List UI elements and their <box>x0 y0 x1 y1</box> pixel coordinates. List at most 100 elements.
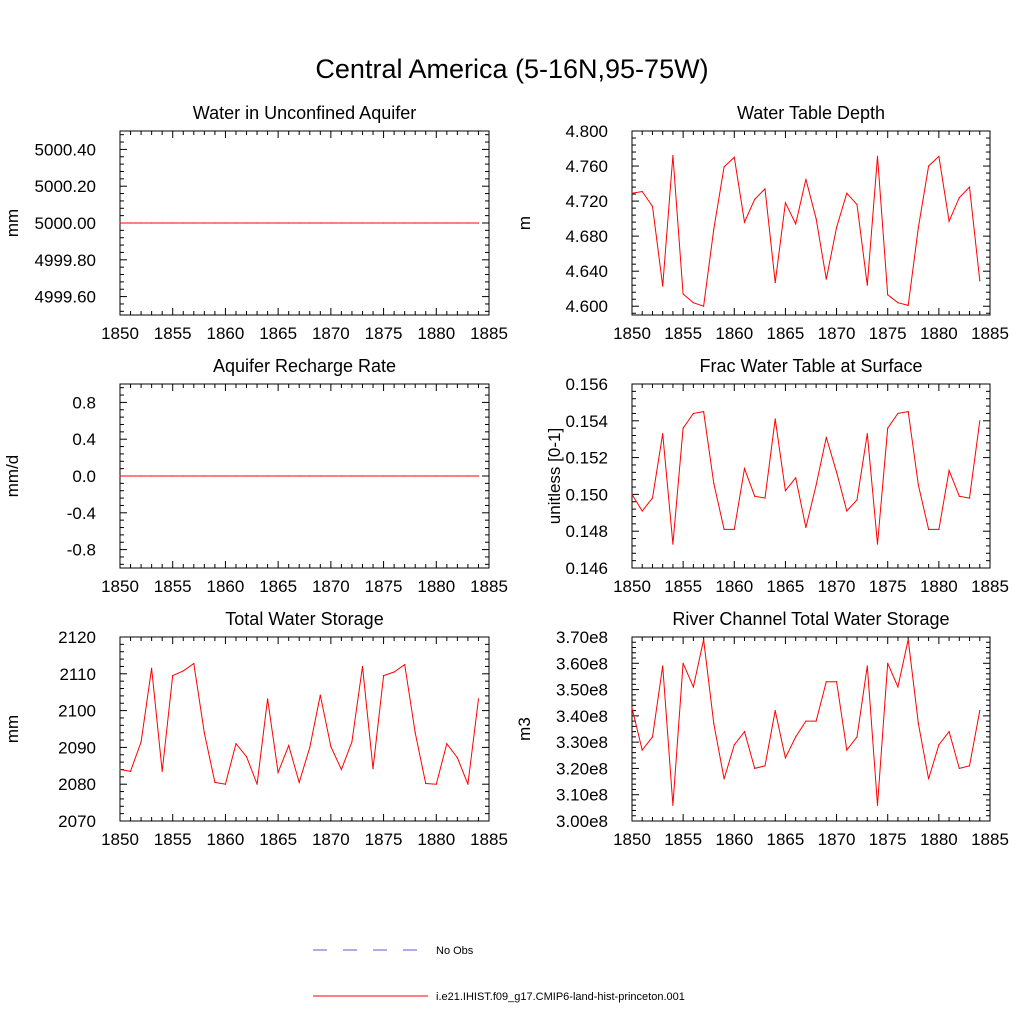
data-point <box>856 736 858 738</box>
y-tick-label: 3.20e8 <box>556 759 608 778</box>
data-point <box>425 222 427 224</box>
chart-panel-5: Total Water Storage mm 1850 1855 1860 1865 187… <box>3 609 508 849</box>
y-tick-label: 4.680 <box>565 227 608 246</box>
data-point <box>119 475 121 477</box>
data-point <box>245 756 248 758</box>
data-point <box>795 477 797 479</box>
x-tick-label: 1875 <box>365 577 403 596</box>
data-point <box>866 665 868 667</box>
data-point <box>835 471 838 473</box>
data-point <box>288 222 290 224</box>
data-point <box>256 783 258 785</box>
data-point <box>435 475 437 477</box>
x-tick-label: 1855 <box>154 324 192 343</box>
data-point <box>662 433 664 435</box>
data-point <box>477 698 480 700</box>
x-tick-label: 1870 <box>312 830 350 849</box>
x-tick-label: 1870 <box>818 830 856 849</box>
data-point <box>372 475 374 477</box>
data-point <box>733 528 735 530</box>
x-tick-label: 1880 <box>920 577 958 596</box>
panel-title: Total Water Storage <box>225 609 383 629</box>
data-point <box>182 222 184 224</box>
legend: No Obs i.e21.IHIST.f09_g17.CMIP6-land-his… <box>313 945 685 1003</box>
data-point <box>631 707 633 709</box>
data-point <box>435 222 437 224</box>
data-point <box>414 732 416 734</box>
data-point <box>876 804 879 806</box>
data-point <box>907 411 909 413</box>
data-point <box>979 280 981 282</box>
y-tick-label: 3.30e8 <box>556 733 608 752</box>
data-point <box>340 475 342 477</box>
data-point <box>298 781 300 783</box>
data-point <box>456 222 458 224</box>
data-point <box>151 222 153 224</box>
data-point <box>382 475 385 477</box>
data-point <box>425 782 427 785</box>
data-point <box>351 741 353 743</box>
data-point <box>361 475 364 477</box>
data-point <box>774 281 776 284</box>
x-tick-label: 1870 <box>818 577 856 596</box>
data-point <box>692 686 694 688</box>
data-point <box>672 543 674 545</box>
y-tick-label: 0.152 <box>565 449 608 468</box>
data-point <box>309 222 311 224</box>
data-point <box>682 662 684 664</box>
y-tick-label: 5000.20 <box>35 177 96 196</box>
data-point <box>235 222 237 224</box>
x-tick-label: 1885 <box>470 830 508 849</box>
data-point <box>193 475 195 477</box>
panel-title: Aquifer Recharge Rate <box>213 356 396 376</box>
data-point <box>256 475 258 477</box>
data-point <box>754 198 756 200</box>
data-point <box>193 662 195 665</box>
x-tick-label: 1875 <box>869 577 907 596</box>
data-point <box>203 222 205 224</box>
y-tick-label: 4999.80 <box>35 251 96 270</box>
data-point <box>672 804 674 806</box>
y-tick-label: 3.00e8 <box>556 812 608 831</box>
x-tick-label: 1875 <box>365 830 403 849</box>
data-point <box>129 222 132 224</box>
data-point <box>723 528 725 530</box>
data-point <box>245 475 248 477</box>
x-tick-label: 1850 <box>101 577 139 596</box>
data-point <box>351 222 353 224</box>
y-axis-label: mm/d <box>3 455 22 498</box>
data-point <box>404 664 406 666</box>
y-tick-label: 4999.60 <box>35 288 96 307</box>
x-tick-label: 1885 <box>971 324 1009 343</box>
data-point <box>224 783 227 785</box>
y-tick-label: 0.146 <box>565 559 608 578</box>
data-point <box>651 497 654 499</box>
data-point <box>277 222 279 224</box>
data-point <box>161 475 163 477</box>
data-point <box>467 783 469 785</box>
y-tick-label: 0.156 <box>565 375 608 394</box>
data-point <box>119 222 121 224</box>
data-point <box>309 475 311 477</box>
y-tick-label: 4.600 <box>565 297 608 316</box>
data-point <box>361 222 364 224</box>
data-point <box>938 155 940 158</box>
data-point <box>774 418 776 420</box>
data-point <box>815 484 817 486</box>
data-point <box>456 757 458 759</box>
data-point <box>907 304 909 306</box>
data-point <box>256 222 258 224</box>
data-point <box>784 757 787 759</box>
x-tick-label: 1875 <box>869 324 907 343</box>
data-point <box>172 222 174 224</box>
data-point <box>298 222 300 224</box>
y-tick-label: 2070 <box>58 812 96 831</box>
series-line <box>631 639 981 806</box>
data-point <box>214 222 216 224</box>
data-point <box>795 736 797 738</box>
data-point <box>887 662 889 664</box>
panel-title: Water Table Depth <box>737 103 885 123</box>
data-point <box>846 510 848 512</box>
data-point <box>887 294 889 296</box>
data-point <box>203 475 205 477</box>
